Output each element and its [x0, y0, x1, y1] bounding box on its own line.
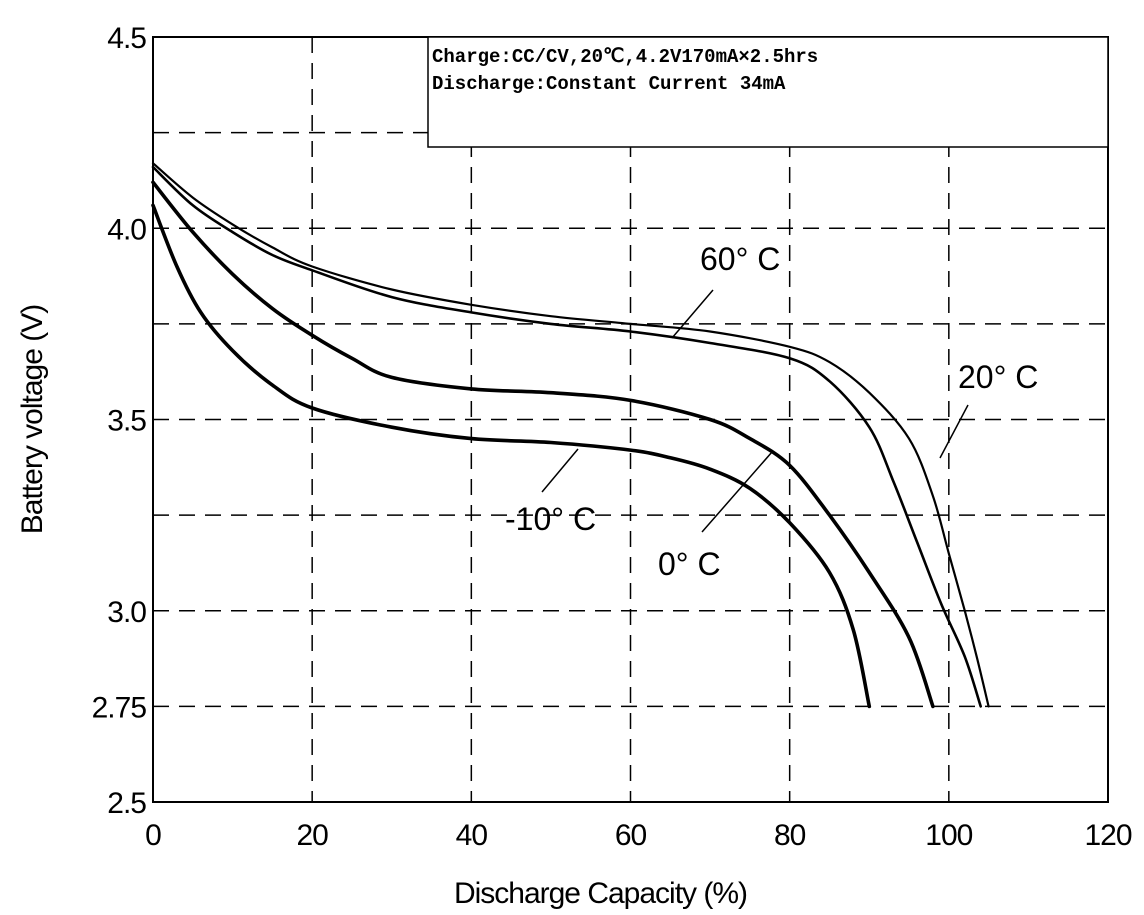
- annotation-charge-text: Charge:CC/CV,20℃,4.2V170mA×2.5hrs: [432, 46, 818, 68]
- y-tick-label: 4.0: [107, 213, 146, 246]
- y-tick-label: 4.5: [107, 22, 146, 55]
- curve-label-0c: 0° C: [658, 546, 721, 582]
- series-line-3: [151, 203, 872, 709]
- curve-label-60c: 60° C: [700, 241, 780, 277]
- grid-lines: [153, 37, 1108, 802]
- annotation-box: Charge:CC/CV,20℃,4.2V170mA×2.5hrs Discha…: [427, 36, 1109, 148]
- x-tick-label: 0: [145, 819, 161, 852]
- x-tick-labels: 0 20 40 60 80 100 120: [145, 819, 1133, 852]
- x-tick-label: 120: [1084, 819, 1131, 852]
- label-leader-lines: [541, 289, 969, 533]
- x-tick-label: 20: [296, 819, 328, 852]
- y-tick-label: 2.5: [107, 787, 146, 820]
- annotation-box-border: [427, 36, 1109, 148]
- y-tick-label: 3.0: [107, 596, 146, 629]
- x-axis-title: Discharge Capacity (%): [454, 877, 747, 910]
- y-axis-title: Battery voltage (V): [16, 305, 49, 534]
- leader-line-3: [541, 448, 579, 493]
- x-tick-label: 80: [774, 819, 806, 852]
- series-line-1: [151, 165, 982, 708]
- leader-line-1: [939, 404, 969, 459]
- y-tick-label: 3.5: [107, 405, 146, 438]
- series-lines: [151, 162, 990, 709]
- leader-line-2: [701, 451, 773, 533]
- leader-line-0: [671, 289, 714, 339]
- y-tick-label: 2.75: [92, 691, 147, 724]
- series-line-2: [151, 180, 935, 709]
- x-tick-label: 100: [925, 819, 972, 852]
- x-tick-label: 60: [615, 819, 647, 852]
- x-tick-label: 40: [456, 819, 488, 852]
- curve-label-minus10c: -10° C: [505, 501, 596, 537]
- y-tick-labels: 2.5 2.75 3.0 3.5 4.0 4.5: [92, 22, 148, 820]
- curve-label-20c: 20° C: [958, 359, 1038, 395]
- annotation-discharge-text: Discharge:Constant Current 34mA: [432, 73, 786, 95]
- series-line-0: [151, 162, 990, 708]
